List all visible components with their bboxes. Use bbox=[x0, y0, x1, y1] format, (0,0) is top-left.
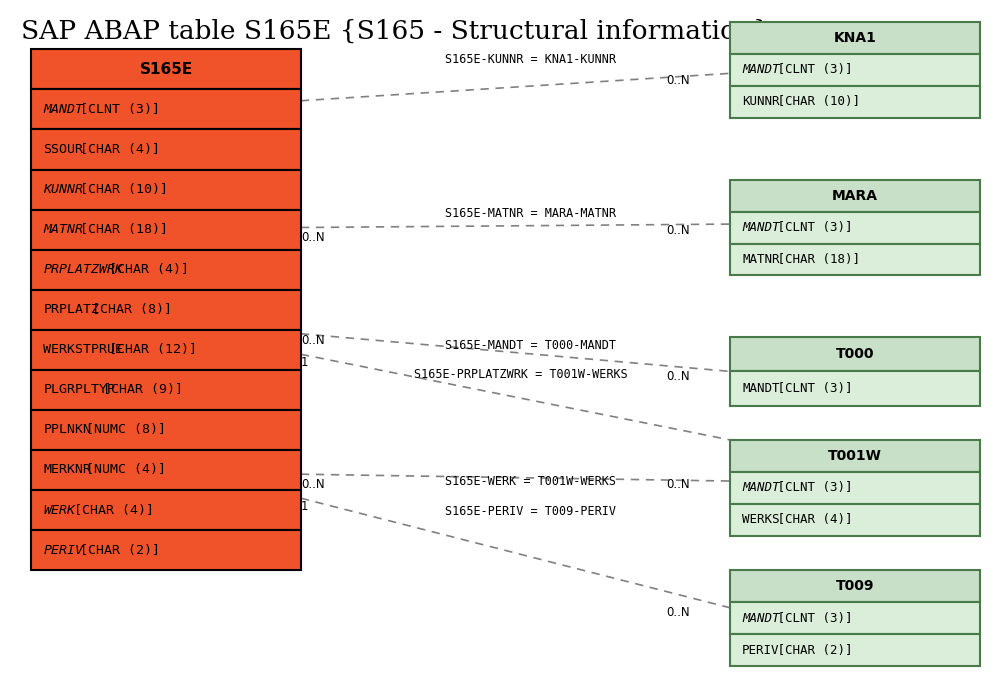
Text: [CLNT (3)]: [CLNT (3)] bbox=[770, 221, 852, 234]
Text: T009: T009 bbox=[836, 579, 874, 593]
Bar bbox=[31, 250, 301, 290]
Text: [CHAR (4)]: [CHAR (4)] bbox=[72, 143, 160, 156]
Text: 0..N: 0..N bbox=[667, 224, 690, 237]
Text: [CHAR (2)]: [CHAR (2)] bbox=[72, 544, 160, 557]
Text: S165E-KUNNR = KNA1-KUNNR: S165E-KUNNR = KNA1-KUNNR bbox=[445, 53, 616, 66]
Bar bbox=[730, 180, 980, 211]
Text: [CHAR (10)]: [CHAR (10)] bbox=[770, 96, 860, 109]
Text: [CHAR (8)]: [CHAR (8)] bbox=[84, 303, 172, 316]
Bar bbox=[730, 22, 980, 54]
Bar bbox=[31, 129, 301, 169]
Text: KUNNR: KUNNR bbox=[742, 96, 780, 109]
Bar bbox=[31, 169, 301, 210]
Bar bbox=[31, 530, 301, 570]
Text: [CHAR (4)]: [CHAR (4)] bbox=[101, 264, 189, 276]
Text: S165E-MATNR = MARA-MATNR: S165E-MATNR = MARA-MATNR bbox=[445, 207, 616, 220]
Bar bbox=[730, 602, 980, 634]
Text: WERKSTPRUE: WERKSTPRUE bbox=[43, 343, 123, 356]
Text: MANDT: MANDT bbox=[43, 103, 83, 116]
Bar bbox=[730, 504, 980, 536]
Text: [CLNT (3)]: [CLNT (3)] bbox=[770, 382, 852, 395]
Bar bbox=[730, 337, 980, 372]
Text: SSOUR: SSOUR bbox=[43, 143, 83, 156]
Text: [CHAR (9)]: [CHAR (9)] bbox=[95, 383, 183, 396]
Text: MANDT: MANDT bbox=[742, 63, 780, 76]
Text: S165E-PRPLATZWRK = T001W-WERKS: S165E-PRPLATZWRK = T001W-WERKS bbox=[413, 368, 628, 381]
Text: [CHAR (4)]: [CHAR (4)] bbox=[66, 504, 154, 517]
Text: PERIV: PERIV bbox=[742, 643, 780, 656]
Text: S165E: S165E bbox=[139, 62, 193, 77]
Text: S165E-PERIV = T009-PERIV: S165E-PERIV = T009-PERIV bbox=[445, 506, 616, 518]
Text: KUNNR: KUNNR bbox=[43, 183, 83, 196]
Text: 0..N: 0..N bbox=[301, 334, 324, 347]
Bar bbox=[31, 89, 301, 129]
Text: MATNR: MATNR bbox=[742, 253, 780, 266]
Text: PRPLATZWRK: PRPLATZWRK bbox=[43, 264, 123, 276]
Bar bbox=[730, 634, 980, 666]
Text: 0..N: 0..N bbox=[301, 231, 324, 244]
Text: KNA1: KNA1 bbox=[834, 31, 876, 45]
Text: MANDT: MANDT bbox=[742, 482, 780, 495]
Text: 0..N: 0..N bbox=[667, 478, 690, 491]
Bar bbox=[730, 54, 980, 86]
Bar bbox=[730, 570, 980, 602]
Text: [CHAR (2)]: [CHAR (2)] bbox=[770, 643, 852, 656]
Text: S165E-WERK = T001W-WERKS: S165E-WERK = T001W-WERKS bbox=[445, 475, 616, 488]
Text: PLGRPLTYP: PLGRPLTYP bbox=[43, 383, 115, 396]
Text: MERKNR: MERKNR bbox=[43, 464, 91, 477]
Bar bbox=[31, 490, 301, 530]
Bar bbox=[31, 370, 301, 410]
Text: [CLNT (3)]: [CLNT (3)] bbox=[770, 63, 852, 76]
Bar bbox=[730, 440, 980, 472]
Bar bbox=[31, 410, 301, 450]
Text: MANDT: MANDT bbox=[742, 221, 780, 234]
Text: [NUMC (8)]: [NUMC (8)] bbox=[78, 423, 166, 436]
Text: MATNR: MATNR bbox=[43, 223, 83, 236]
Bar bbox=[730, 472, 980, 504]
Text: 0..N: 0..N bbox=[667, 606, 690, 619]
Bar bbox=[31, 50, 301, 89]
Text: 1: 1 bbox=[301, 500, 308, 513]
Text: MANDT: MANDT bbox=[742, 382, 780, 395]
Text: T000: T000 bbox=[836, 347, 874, 361]
Bar bbox=[730, 86, 980, 118]
Text: [CHAR (4)]: [CHAR (4)] bbox=[770, 513, 852, 526]
Bar bbox=[31, 450, 301, 490]
Text: 1: 1 bbox=[301, 356, 308, 369]
Text: [CHAR (12)]: [CHAR (12)] bbox=[101, 343, 197, 356]
Bar bbox=[31, 210, 301, 250]
Text: [CHAR (18)]: [CHAR (18)] bbox=[770, 253, 860, 266]
Text: 0..N: 0..N bbox=[301, 478, 324, 491]
Text: S165E-MANDT = T000-MANDT: S165E-MANDT = T000-MANDT bbox=[445, 339, 616, 352]
Text: MANDT: MANDT bbox=[742, 612, 780, 625]
Text: MARA: MARA bbox=[832, 189, 878, 202]
Text: 0..N: 0..N bbox=[667, 370, 690, 383]
Text: PRPLATZ: PRPLATZ bbox=[43, 303, 99, 316]
Bar bbox=[31, 330, 301, 370]
Text: WERK: WERK bbox=[43, 504, 75, 517]
Text: 0..N: 0..N bbox=[667, 74, 690, 87]
Text: [CLNT (3)]: [CLNT (3)] bbox=[72, 103, 160, 116]
Text: [CHAR (18)]: [CHAR (18)] bbox=[72, 223, 168, 236]
Text: PPLNKN: PPLNKN bbox=[43, 423, 91, 436]
Text: [CLNT (3)]: [CLNT (3)] bbox=[770, 612, 852, 625]
Text: PERIV: PERIV bbox=[43, 544, 83, 557]
Text: [CHAR (10)]: [CHAR (10)] bbox=[72, 183, 168, 196]
Text: T001W: T001W bbox=[828, 449, 882, 463]
Text: WERKS: WERKS bbox=[742, 513, 780, 526]
Text: [CLNT (3)]: [CLNT (3)] bbox=[770, 482, 852, 495]
Bar bbox=[730, 372, 980, 406]
Bar bbox=[31, 290, 301, 330]
Bar bbox=[730, 244, 980, 275]
Text: [NUMC (4)]: [NUMC (4)] bbox=[78, 464, 166, 477]
Bar bbox=[730, 211, 980, 244]
Text: SAP ABAP table S165E {S165 - Structural information}: SAP ABAP table S165E {S165 - Structural … bbox=[21, 19, 770, 43]
